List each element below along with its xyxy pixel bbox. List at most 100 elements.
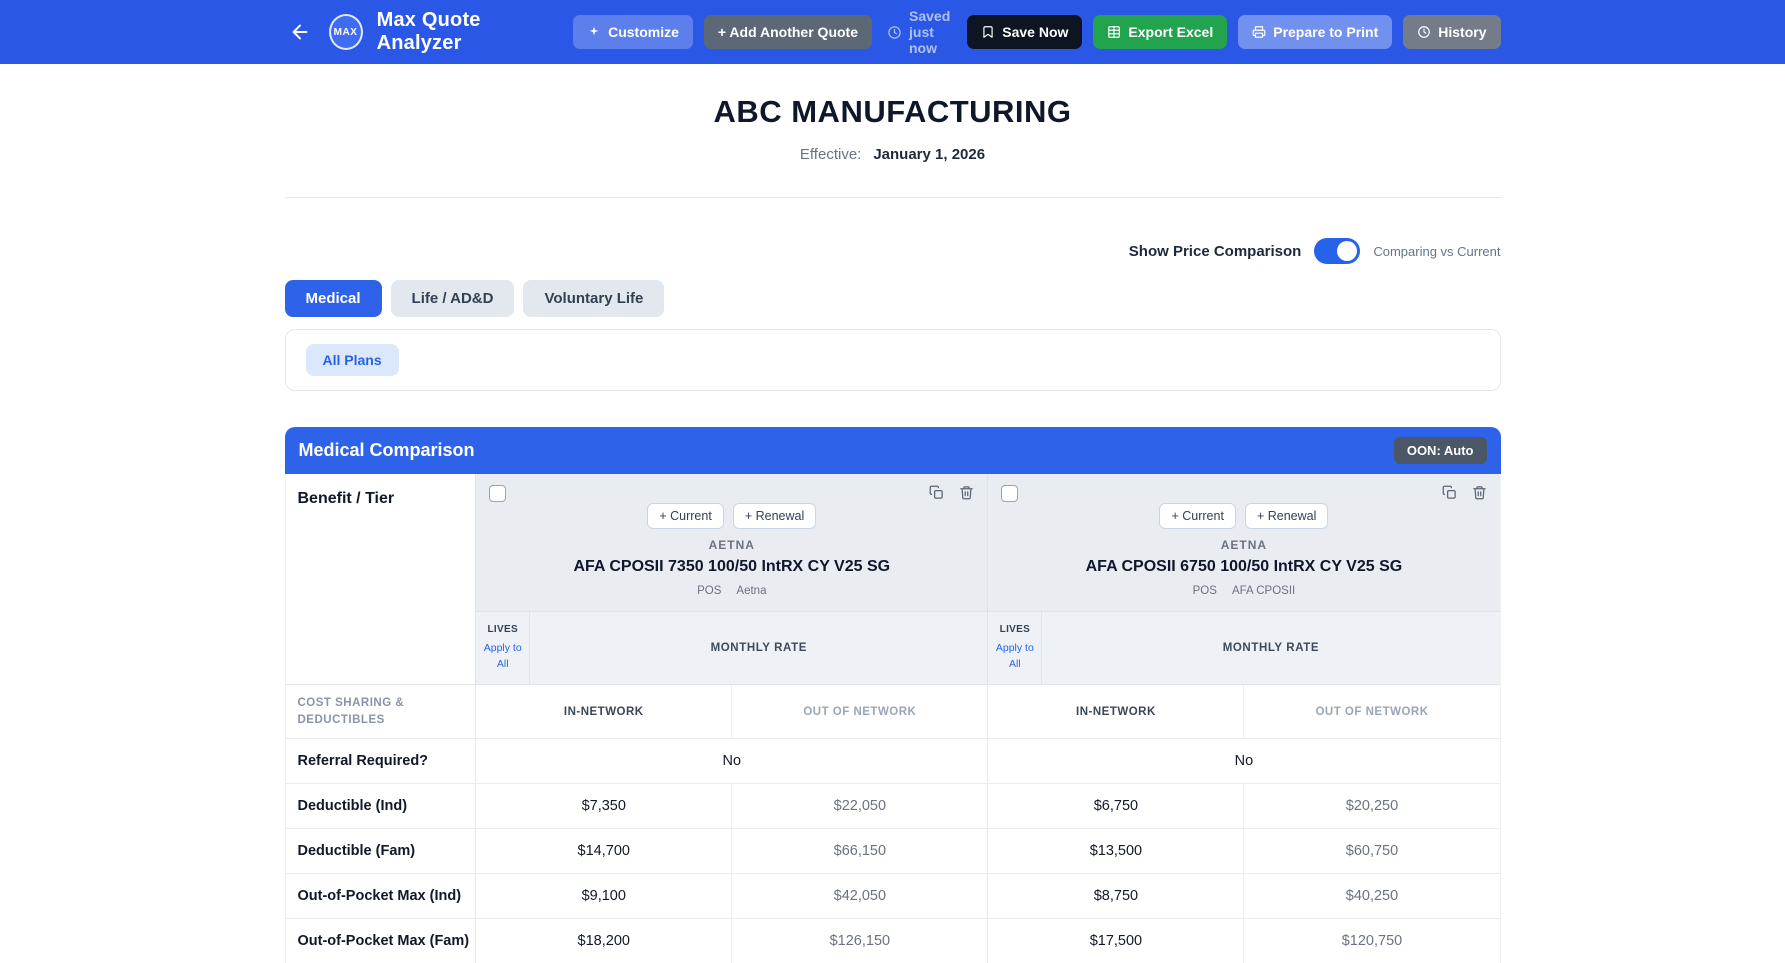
table-row: Out-of-Pocket Max (Ind) $9,100 $42,050 $… [285, 873, 1500, 919]
in-network-header: IN-NETWORK [563, 705, 644, 718]
copy-plan-icon[interactable] [1442, 485, 1457, 500]
value-cell: $22,050 [731, 784, 987, 829]
value-cell: $126,150 [731, 919, 987, 963]
in-network-header: IN-NETWORK [1076, 705, 1156, 718]
comparison-title: Medical Comparison [298, 440, 475, 460]
plan-column-2: + Current + Renewal AETNA AFA CPOSII 675… [987, 474, 1500, 684]
export-excel-button[interactable]: Export Excel [1093, 15, 1228, 49]
lives-rate-row: LIVES Apply to All MONTHLY RATE [476, 611, 988, 684]
value-cell: $42,050 [731, 874, 987, 919]
plan-select-checkbox[interactable] [489, 485, 507, 502]
apply-to-all-link[interactable]: Apply to All [483, 641, 522, 670]
value-cell: $66,150 [731, 829, 987, 874]
plan-select-checkbox[interactable] [1001, 485, 1019, 502]
out-of-network-header: OUT OF NETWORK [1243, 685, 1499, 739]
all-plans-chip[interactable]: All Plans [305, 344, 399, 376]
company-title: ABC MANUFACTURING [713, 94, 1072, 129]
value-cell: $9,100 [581, 888, 626, 905]
lives-rate-row: LIVES Apply to All MONTHLY RATE [988, 611, 1500, 684]
section-header: COST SHARING & DEDUCTIBLES [297, 697, 405, 726]
copy-plan-icon[interactable] [929, 485, 944, 500]
plan-type: POS [1192, 585, 1217, 597]
add-current-button[interactable]: + Current [647, 503, 724, 529]
tab-life-add[interactable]: Life / AD&D [390, 280, 515, 317]
delete-plan-icon[interactable] [1472, 485, 1487, 500]
lives-label: LIVES [487, 623, 518, 635]
value-cell: No [1234, 753, 1254, 770]
add-another-quote-button[interactable]: + Add Another Quote [703, 15, 872, 49]
effective-label: Effective: [799, 146, 862, 163]
delete-plan-icon[interactable] [959, 485, 974, 500]
bookmark-icon [981, 25, 995, 39]
value-cell: $13,500 [1089, 843, 1143, 860]
value-cell: $14,700 [577, 843, 630, 860]
benefit-tier-header: Benefit / Tier [297, 490, 395, 507]
plan-name: AFA CPOSII 7350 100/50 IntRX CY V25 SG [573, 558, 891, 575]
row-label: Out-of-Pocket Max (Fam) [297, 933, 470, 950]
clock-icon [887, 25, 902, 40]
toggle-knob [1337, 241, 1358, 261]
value-cell: $20,250 [1243, 784, 1499, 829]
plan-type: POS [697, 585, 722, 597]
comparing-note: Comparing vs Current [1373, 243, 1501, 259]
save-now-button[interactable]: Save Now [967, 15, 1083, 49]
section-header-row: COST SHARING & DEDUCTIBLES IN-NETWORK OU… [285, 684, 1500, 739]
tab-medical[interactable]: Medical [284, 280, 382, 317]
price-comparison-toggle[interactable] [1314, 238, 1361, 264]
plan-network: Aetna [736, 585, 767, 597]
value-cell: $60,750 [1243, 829, 1499, 874]
plan-card: + Current + Renewal AETNA AFA CPOSII 735… [476, 474, 988, 611]
add-renewal-button[interactable]: + Renewal [1244, 503, 1329, 529]
plan-network: AFA CPOSII [1231, 585, 1296, 597]
table-row: Deductible (Fam) $14,700 $66,150 $13,500… [285, 828, 1500, 874]
value-cell: $40,250 [1243, 874, 1499, 919]
product-tabs: Medical Life / AD&D Voluntary Life [284, 280, 1501, 317]
divider [284, 197, 1501, 198]
saved-status: Saved just now [883, 8, 956, 56]
lives-label: LIVES [999, 623, 1031, 635]
value-cell: $8,750 [1093, 888, 1139, 905]
row-label: Out-of-Pocket Max (Ind) [297, 888, 462, 905]
plan-filter-card: All Plans [284, 329, 1501, 391]
oon-mode-badge[interactable]: OON: Auto [1393, 437, 1487, 464]
value-cell: $6,750 [1093, 798, 1139, 815]
prepare-to-print-button[interactable]: Prepare to Print [1238, 15, 1393, 49]
value-cell: $18,200 [577, 933, 630, 950]
medical-comparison-section: Medical Comparison OON: Auto Benefit / T… [284, 427, 1501, 963]
out-of-network-header: OUT OF NETWORK [731, 685, 987, 739]
plan-carrier: AETNA [708, 538, 755, 552]
row-label: Referral Required? [297, 753, 429, 770]
comparison-header: Medical Comparison OON: Auto [284, 427, 1501, 474]
table-row: Deductible (Ind) $7,350 $22,050 $6,750 $… [285, 783, 1500, 829]
row-label: Deductible (Ind) [297, 798, 408, 815]
value-cell: No [722, 753, 742, 770]
apply-to-all-link[interactable]: Apply to All [995, 641, 1034, 670]
sparkles-icon [587, 25, 601, 39]
back-button[interactable] [285, 17, 315, 47]
table-row: Out-of-Pocket Max (Fam) $18,200 $126,150… [285, 918, 1500, 963]
monthly-rate-label: MONTHLY RATE [710, 642, 807, 654]
spreadsheet-icon [1107, 25, 1121, 39]
tab-voluntary-life[interactable]: Voluntary Life [523, 280, 665, 317]
add-current-button[interactable]: + Current [1159, 503, 1236, 529]
back-arrow-icon [289, 21, 311, 43]
value-cell: $17,500 [1089, 933, 1143, 950]
plan-carrier: AETNA [1220, 538, 1268, 552]
customize-button[interactable]: Customize [573, 15, 693, 49]
app-logo: MAX [328, 14, 363, 50]
printer-icon [1252, 25, 1266, 39]
value-cell: $7,350 [581, 798, 626, 815]
effective-date: January 1, 2026 [873, 146, 986, 163]
row-label: Deductible (Fam) [297, 843, 416, 860]
add-renewal-button[interactable]: + Renewal [732, 503, 817, 529]
value-cell: $120,750 [1243, 919, 1499, 963]
monthly-rate-label: MONTHLY RATE [1222, 642, 1320, 654]
price-comparison-label: Show Price Comparison [1128, 242, 1302, 260]
plan-card: + Current + Renewal AETNA AFA CPOSII 675… [988, 474, 1500, 611]
plan-name: AFA CPOSII 6750 100/50 IntRX CY V25 SG [1085, 558, 1403, 575]
plan-column-1: + Current + Renewal AETNA AFA CPOSII 735… [475, 474, 988, 684]
history-clock-icon [1417, 25, 1431, 39]
history-button[interactable]: History [1403, 15, 1501, 49]
top-navbar: MAX Max Quote Analyzer Customize + Add A… [0, 0, 1785, 64]
app-title: Max Quote Analyzer [376, 9, 481, 54]
